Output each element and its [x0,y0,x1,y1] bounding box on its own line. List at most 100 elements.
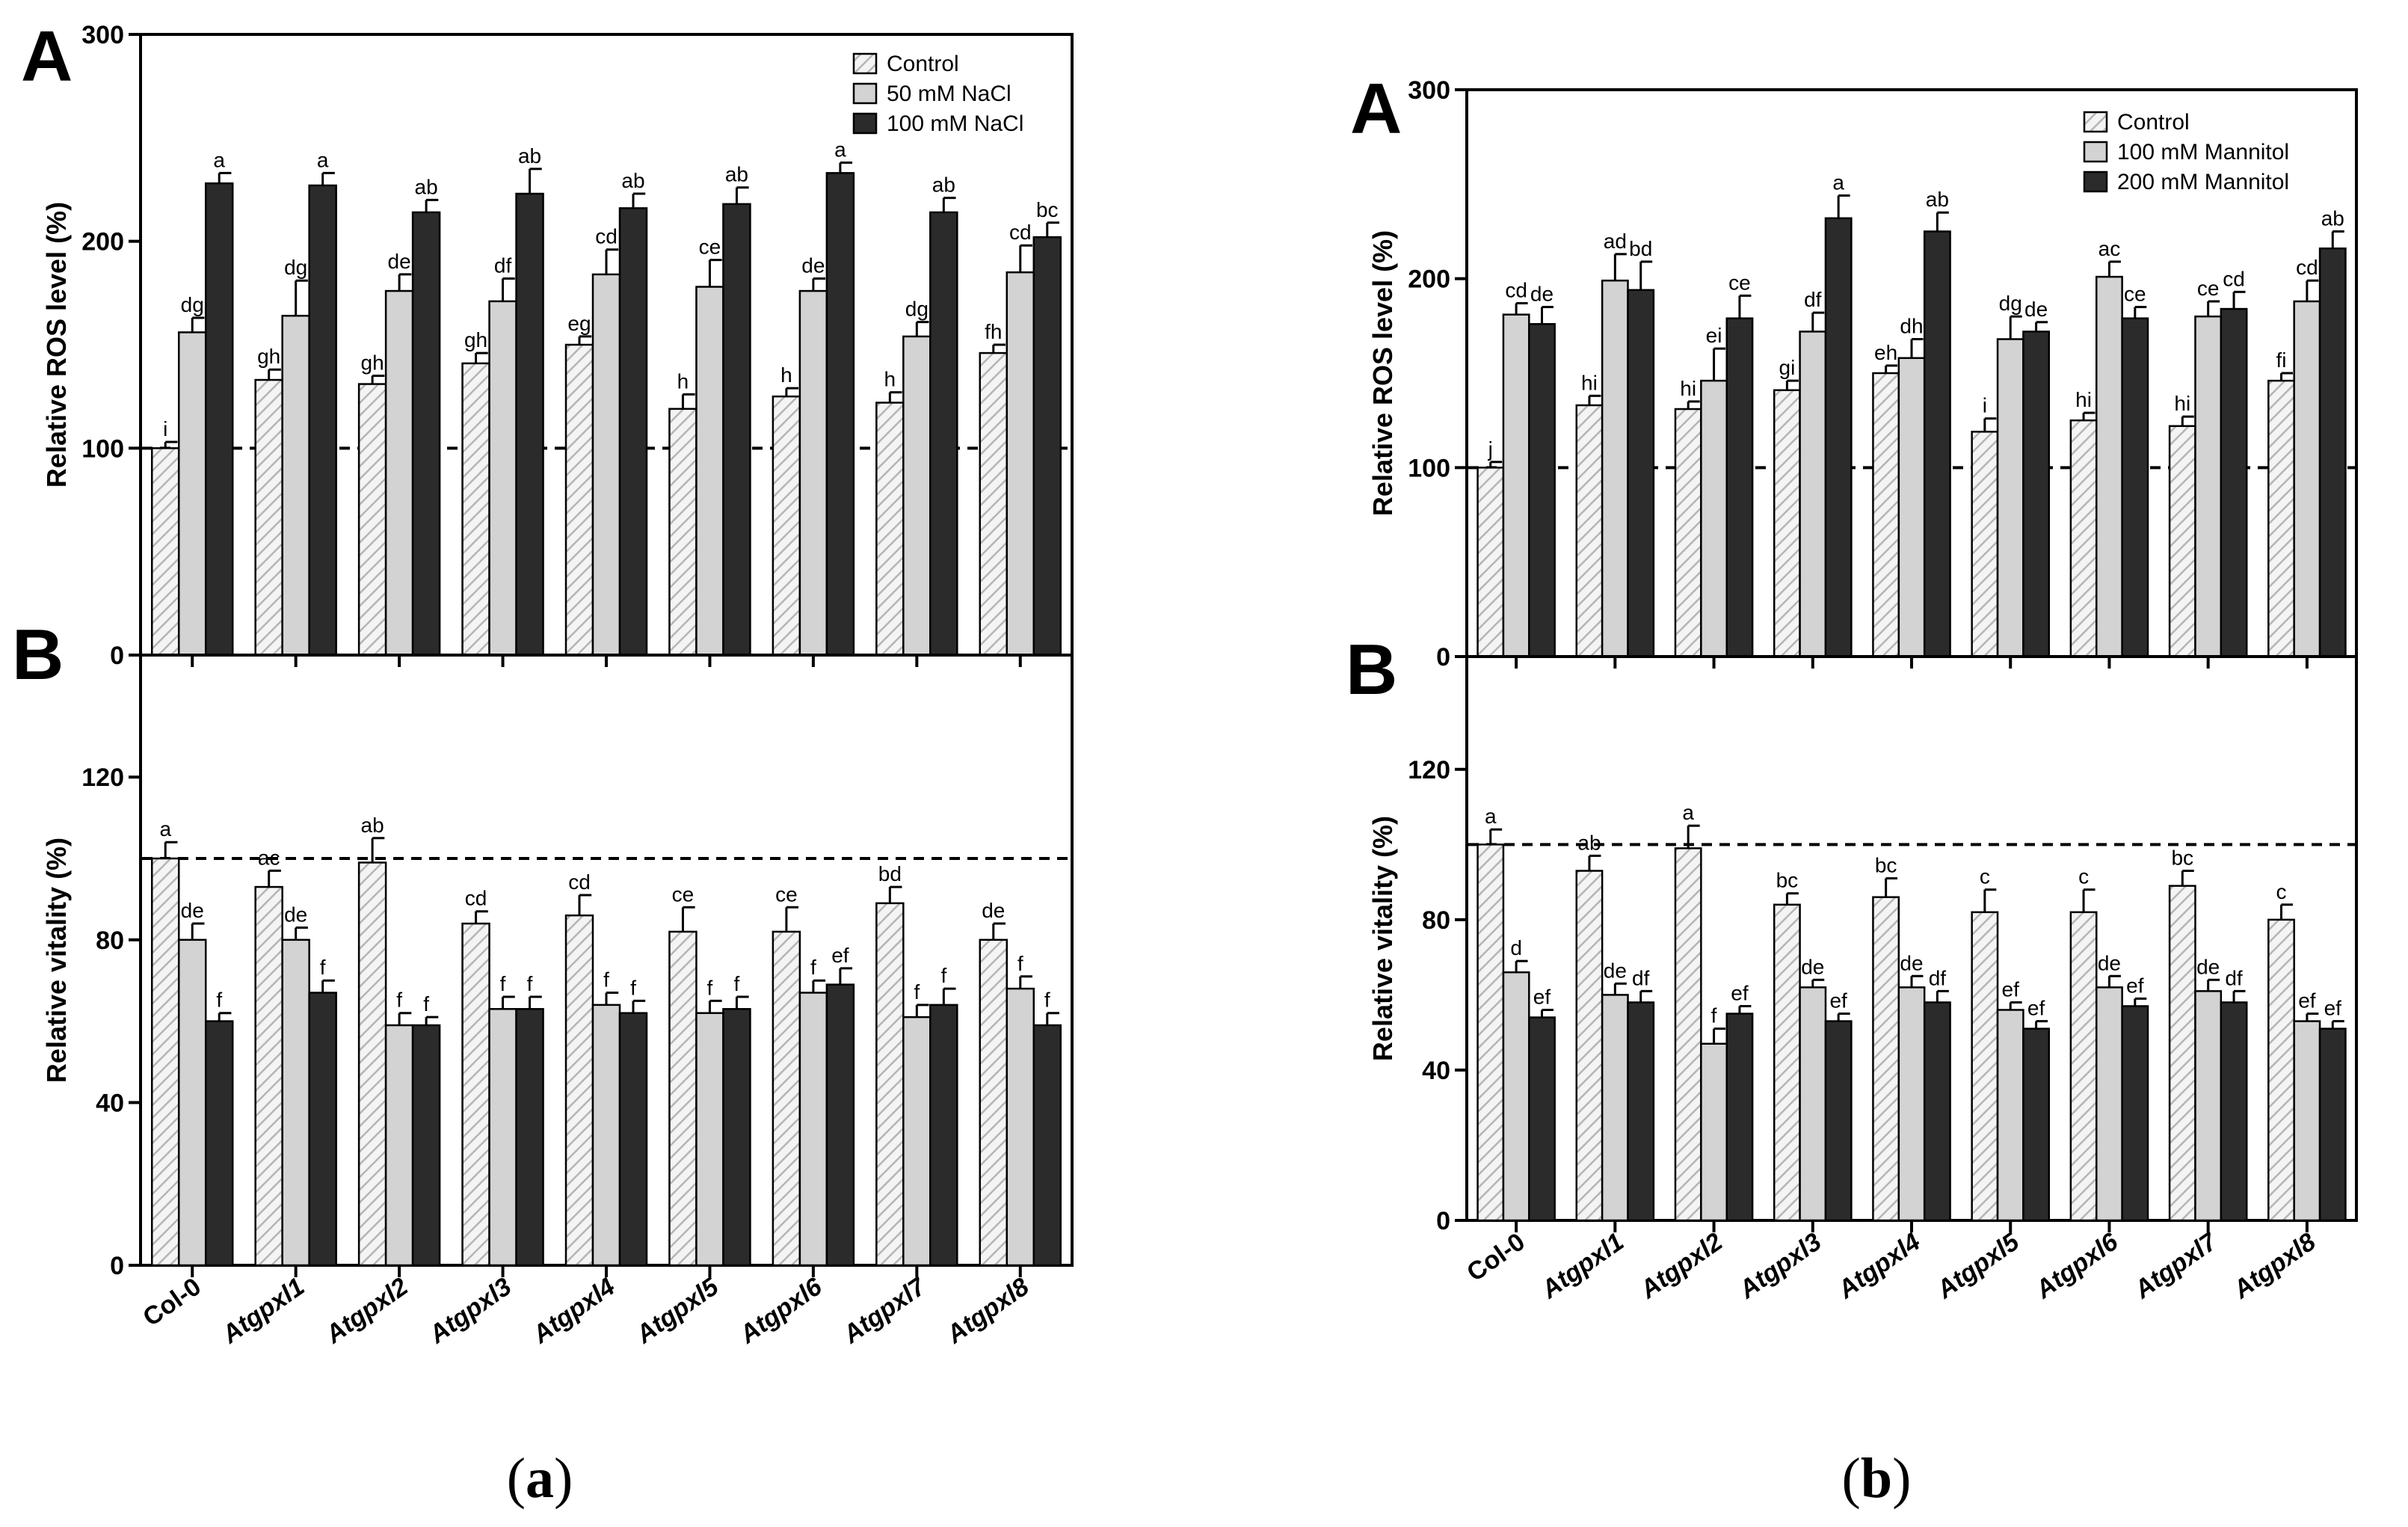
significance-letter: bd [878,862,902,885]
panel-letter-b: B [12,615,64,695]
significance-letter: gh [257,345,280,368]
significance-letter: gh [361,351,384,375]
significance-letter: ce [672,882,695,906]
bar [1725,1013,1754,1222]
bar [591,273,621,657]
bar [902,335,932,657]
significance-letter: f [1017,952,1023,975]
x-category-label: Atgpxl3 [423,1272,517,1349]
significance-letter: i [163,417,167,440]
bar [2220,307,2248,658]
legend-swatch [852,52,878,75]
bar [798,992,828,1267]
x-category-label: Atgpxl8 [2228,1227,2321,1304]
bar [2267,379,2295,658]
bar [1923,230,1951,658]
x-category-label: Atgpxl3 [1734,1227,1827,1304]
legend-label: 100 mM Mannitol [2117,140,2289,165]
significance-letter: f [396,989,402,1012]
bar [1601,994,1629,1222]
significance-letter: cd [2296,256,2318,279]
significance-letter: ce [775,882,798,906]
bar [281,315,310,657]
bar [668,408,698,657]
bar [1700,379,1728,658]
bar [1996,338,2024,658]
significance-letter: df [1929,966,1947,989]
significance-letter: cd [568,870,591,894]
significance-letter: de [801,254,825,277]
y-tick-label: 40 [1422,1057,1450,1085]
significance-letter: f [940,964,946,987]
bar [1032,1024,1062,1267]
significance-letter: dh [1900,315,1923,338]
y-tick-label: 300 [1408,76,1450,105]
bar [798,289,828,657]
significance-letter: bd [1629,237,1652,260]
bar [411,1024,441,1267]
bar [2293,1020,2321,1222]
bar [177,938,207,1267]
bar [2194,990,2223,1222]
panel-letter-a-right: A [1350,69,1402,149]
bar [618,207,648,657]
bar [204,182,234,657]
bar [902,1016,932,1267]
bar [979,351,1009,657]
x-category-label: Atgpxl6 [734,1272,828,1350]
significance-letter: hi [2075,388,2092,411]
y-tick-label: 120 [81,764,124,792]
bar [384,289,414,657]
bar [254,885,283,1267]
significance-letter: fi [2276,348,2287,372]
significance-letter: f [216,989,222,1012]
significance-letter: f [630,976,636,999]
y-tick-label: 0 [1436,643,1450,672]
bar [384,1024,414,1267]
significance-letter: a [213,148,225,171]
significance-letter: dg [1999,292,2022,315]
bar [254,378,283,657]
significance-letter: gi [1779,356,1796,379]
legend-label: Control [887,52,959,76]
significance-letter: de [2196,955,2220,978]
y-tick-label: 200 [81,228,124,256]
panel-b-vitality-nacl: 0 40 80 120 Relative vitality (%) a de f ac de f ab… [41,654,1074,1280]
significance-letter: ab [932,173,955,197]
x-category-label: Col-0 [138,1272,206,1332]
significance-letter: cd [1505,279,1527,302]
panel-letter-a: A [21,16,73,96]
bar [1872,372,1900,658]
significance-letter: c [2276,880,2287,903]
x-category-label: Atgpxl2 [320,1272,413,1349]
y-tick-label: 40 [96,1089,124,1117]
significance-letter: h [780,363,792,387]
bar [929,1004,958,1267]
bar [618,1012,648,1267]
significance-letter: de [388,250,411,273]
bar [1897,357,1926,658]
significance-letter: f [423,992,429,1016]
significance-letter: f [1044,989,1050,1012]
significance-letter: ab [2321,207,2344,230]
bar [2121,1005,2149,1222]
panel-letter-b-right: B [1346,630,1397,710]
bar [668,930,698,1267]
bar [722,1008,751,1267]
bar [1923,1001,1951,1222]
significance-letter: ab [621,169,644,192]
bar [722,203,751,657]
bar [772,395,801,657]
bar [411,211,441,657]
bar [2022,1027,2051,1222]
bar [177,331,207,657]
significance-letter: ef [2027,997,2045,1020]
legend-swatch [2083,141,2108,163]
bar [515,192,544,657]
bar [308,184,337,657]
bar [1971,431,1999,658]
x-category-label: Atgpxl6 [2030,1227,2124,1305]
significance-letter: a [834,138,846,162]
bar [357,383,387,657]
significance-letter: de [284,903,307,926]
